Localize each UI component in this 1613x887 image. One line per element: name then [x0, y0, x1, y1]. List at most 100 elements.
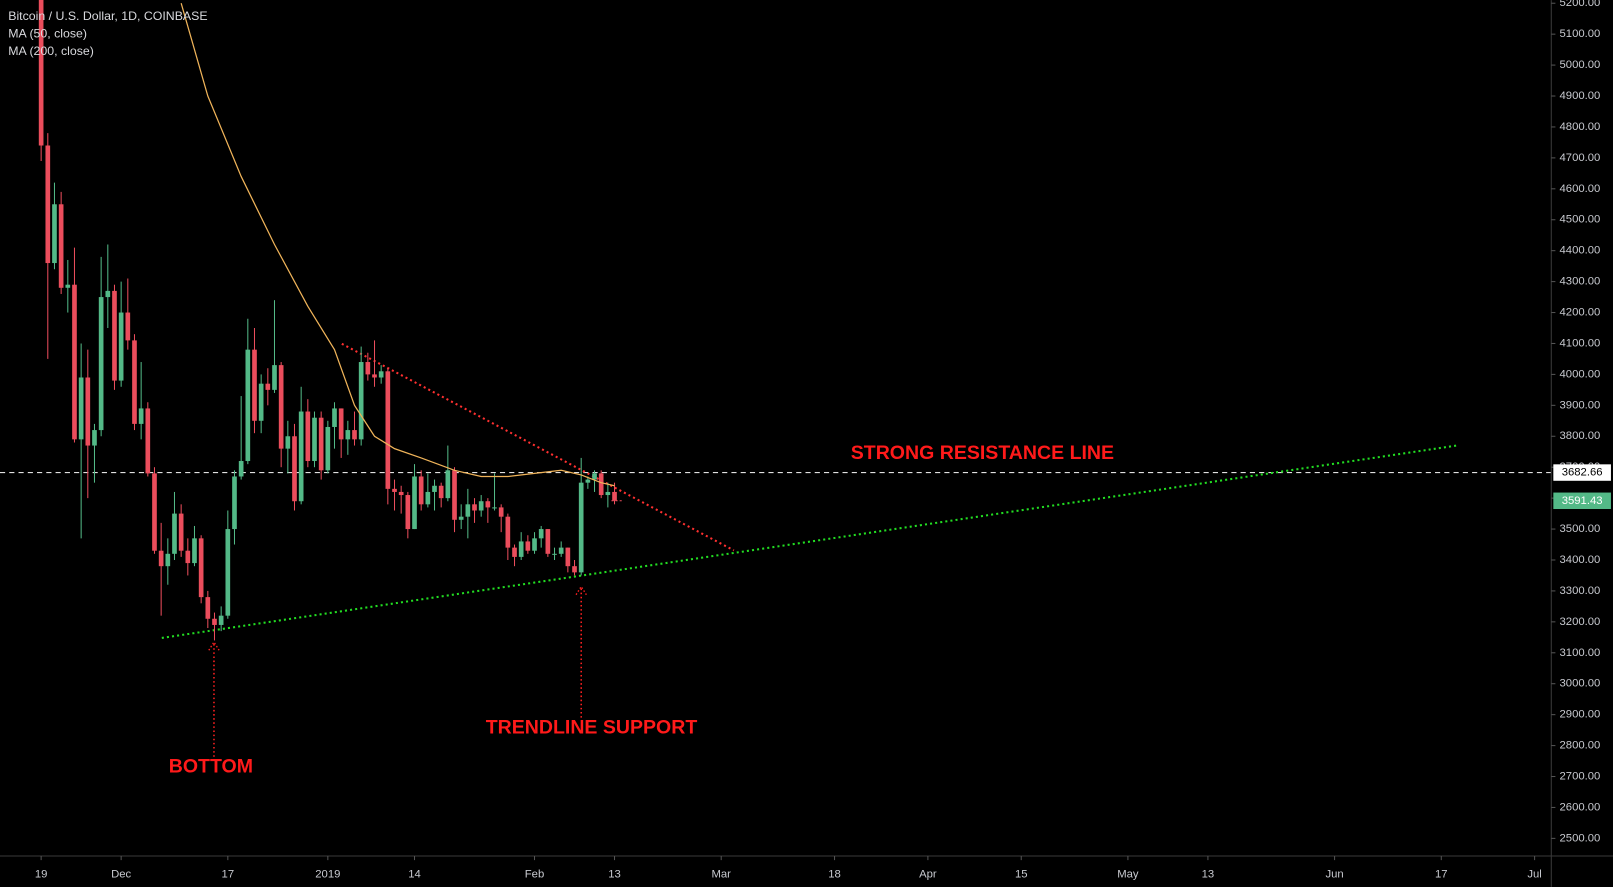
candle-body — [352, 430, 357, 440]
y-tick-label: 2700.00 — [1560, 770, 1601, 782]
candle-body — [252, 349, 257, 421]
candle-body — [45, 145, 51, 264]
x-tick-label: 15 — [1015, 869, 1028, 881]
y-tick-label: 4300.00 — [1560, 276, 1601, 288]
candle-body — [458, 516, 464, 520]
candle-body — [338, 408, 344, 440]
candle-body — [345, 430, 351, 440]
candle-body — [132, 340, 137, 424]
y-tick-label: 4800.00 — [1560, 121, 1601, 133]
y-tick-label: 5200.00 — [1560, 0, 1601, 9]
candle-body — [225, 529, 231, 616]
legend-title: Bitcoin / U.S. Dollar, 1D, COINBASE — [8, 9, 207, 23]
candle-body — [558, 547, 564, 554]
y-tick-label: 5100.00 — [1560, 28, 1601, 40]
annotation: TRENDLINE SUPPORT — [486, 717, 698, 739]
candle-body — [438, 485, 444, 499]
candle-body — [332, 408, 337, 427]
candle-body — [565, 547, 571, 567]
candle-body — [192, 538, 197, 564]
candle-body — [392, 488, 397, 492]
x-tick-label: 13 — [1202, 869, 1215, 881]
candle-body — [245, 349, 251, 462]
candle-body — [445, 470, 451, 499]
candle-body — [158, 550, 164, 567]
candle-body — [78, 377, 84, 440]
y-tick-label: 5000.00 — [1560, 59, 1601, 71]
candle-body — [465, 504, 471, 517]
candle-body — [385, 371, 391, 489]
x-tick-label: Apr — [919, 869, 937, 881]
candle-body — [178, 513, 184, 551]
candle-body — [472, 504, 477, 511]
candle-body — [58, 204, 64, 288]
candle-body — [485, 501, 491, 508]
x-tick-label: 2019 — [315, 869, 340, 881]
candle-body — [512, 547, 517, 557]
candle-body — [118, 312, 124, 381]
y-tick-label: 3900.00 — [1560, 399, 1601, 411]
price-tag-label: 3682.66 — [1562, 467, 1603, 479]
x-tick-label: 18 — [828, 869, 841, 881]
candle-body — [598, 473, 604, 496]
candle-body — [198, 538, 204, 598]
candle-body — [232, 476, 237, 530]
y-tick-label: 3400.00 — [1560, 554, 1601, 566]
ma-line — [180, 3, 615, 487]
candle-body — [152, 473, 157, 551]
x-tick-label: Jul — [1527, 869, 1541, 881]
candle-body — [525, 541, 531, 551]
candle-body — [305, 411, 311, 462]
x-tick-label: 14 — [408, 869, 421, 881]
plot-area — [0, 0, 1552, 641]
x-tick-label: 17 — [1435, 869, 1448, 881]
y-tick-label: 4200.00 — [1560, 307, 1601, 319]
y-tick-label: 4900.00 — [1560, 90, 1601, 102]
candle-body — [325, 426, 331, 471]
x-tick-label: Feb — [525, 869, 544, 881]
x-tick-label: 19 — [35, 869, 48, 881]
candle-body — [518, 541, 524, 557]
y-tick-label: 3500.00 — [1560, 523, 1601, 535]
candle-body — [498, 507, 504, 517]
candle-body — [405, 495, 411, 530]
candle-body — [545, 529, 551, 554]
candle-body — [452, 470, 457, 520]
price-tag — [1553, 464, 1611, 481]
candle-body — [532, 538, 537, 551]
candle-body — [238, 461, 244, 477]
legend-entry: MA (200, close) — [8, 44, 94, 58]
y-tick-label: 3100.00 — [1560, 647, 1601, 659]
y-tick-label: 4000.00 — [1560, 368, 1601, 380]
candle-body — [72, 284, 77, 440]
legend-entry: MA (50, close) — [8, 26, 87, 40]
candle-body — [552, 553, 557, 555]
candle-body — [165, 553, 171, 567]
candle-body — [365, 362, 371, 375]
last-price-tag — [1553, 492, 1611, 510]
candle-body — [92, 430, 97, 446]
trendline — [161, 444, 1457, 639]
candle-body — [538, 529, 544, 539]
candle-body — [492, 507, 497, 509]
candle-body — [378, 371, 384, 378]
candle-body — [205, 597, 211, 619]
y-tick-label: 2500.00 — [1560, 832, 1601, 844]
y-tick-label: 4400.00 — [1560, 245, 1601, 257]
candle-body — [358, 362, 364, 440]
candle-body — [505, 516, 511, 548]
candle-body — [592, 473, 597, 480]
candle-body — [278, 365, 284, 449]
candle-body — [272, 365, 277, 390]
candle-body — [412, 476, 417, 530]
candle-body — [478, 501, 484, 511]
candle-body — [265, 383, 271, 390]
candle-body — [425, 491, 431, 505]
candle-body — [318, 417, 324, 471]
y-tick-label: 3200.00 — [1560, 616, 1601, 628]
candle-body — [605, 491, 611, 496]
candle-body — [218, 615, 224, 625]
